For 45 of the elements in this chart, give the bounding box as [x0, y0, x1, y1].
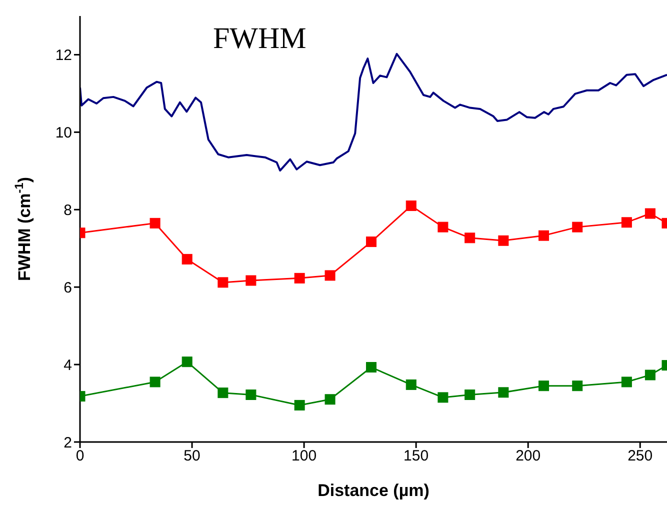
- point: [150, 218, 160, 228]
- point: [366, 236, 377, 248]
- x-tick-label: 0: [76, 448, 84, 465]
- point: [406, 200, 416, 212]
- point: [294, 272, 305, 284]
- x-tick-label: 200: [516, 448, 541, 465]
- point: [438, 392, 448, 403]
- point: [182, 356, 192, 368]
- point: [246, 275, 256, 286]
- point: [150, 376, 160, 388]
- y-tick-label: 2: [64, 434, 72, 452]
- point: [621, 376, 632, 388]
- chart-title: FWHM: [213, 22, 306, 56]
- point: [572, 380, 583, 392]
- point: [464, 390, 476, 400]
- point: [182, 254, 192, 264]
- point: [498, 235, 509, 246]
- point: [218, 388, 228, 398]
- point: [294, 400, 305, 410]
- x-axis-title: Distance (µm): [318, 481, 430, 500]
- point: [621, 217, 632, 228]
- y-tick-label: 12: [55, 47, 72, 64]
- y-tick-label: 4: [64, 356, 72, 374]
- point: [538, 380, 550, 392]
- point: [538, 230, 550, 241]
- x-tick-label: 100: [292, 448, 317, 465]
- point: [324, 394, 336, 405]
- point: [406, 379, 416, 390]
- point: [464, 232, 476, 244]
- point: [644, 208, 656, 219]
- y-tick-label: 6: [64, 279, 72, 296]
- y-tick-label: 10: [55, 124, 72, 142]
- x-tick-label: 250: [628, 448, 653, 465]
- point: [644, 370, 656, 380]
- y-tick-label: 8: [64, 202, 72, 219]
- point: [438, 222, 448, 232]
- x-tick-label: 150: [404, 448, 429, 465]
- point: [498, 387, 509, 398]
- line-series: [80, 52, 667, 172]
- x-tick-label: 50: [184, 448, 200, 465]
- point: [366, 362, 377, 373]
- point: [572, 222, 583, 232]
- point: [324, 270, 336, 281]
- point: [246, 390, 256, 400]
- point: [218, 277, 228, 288]
